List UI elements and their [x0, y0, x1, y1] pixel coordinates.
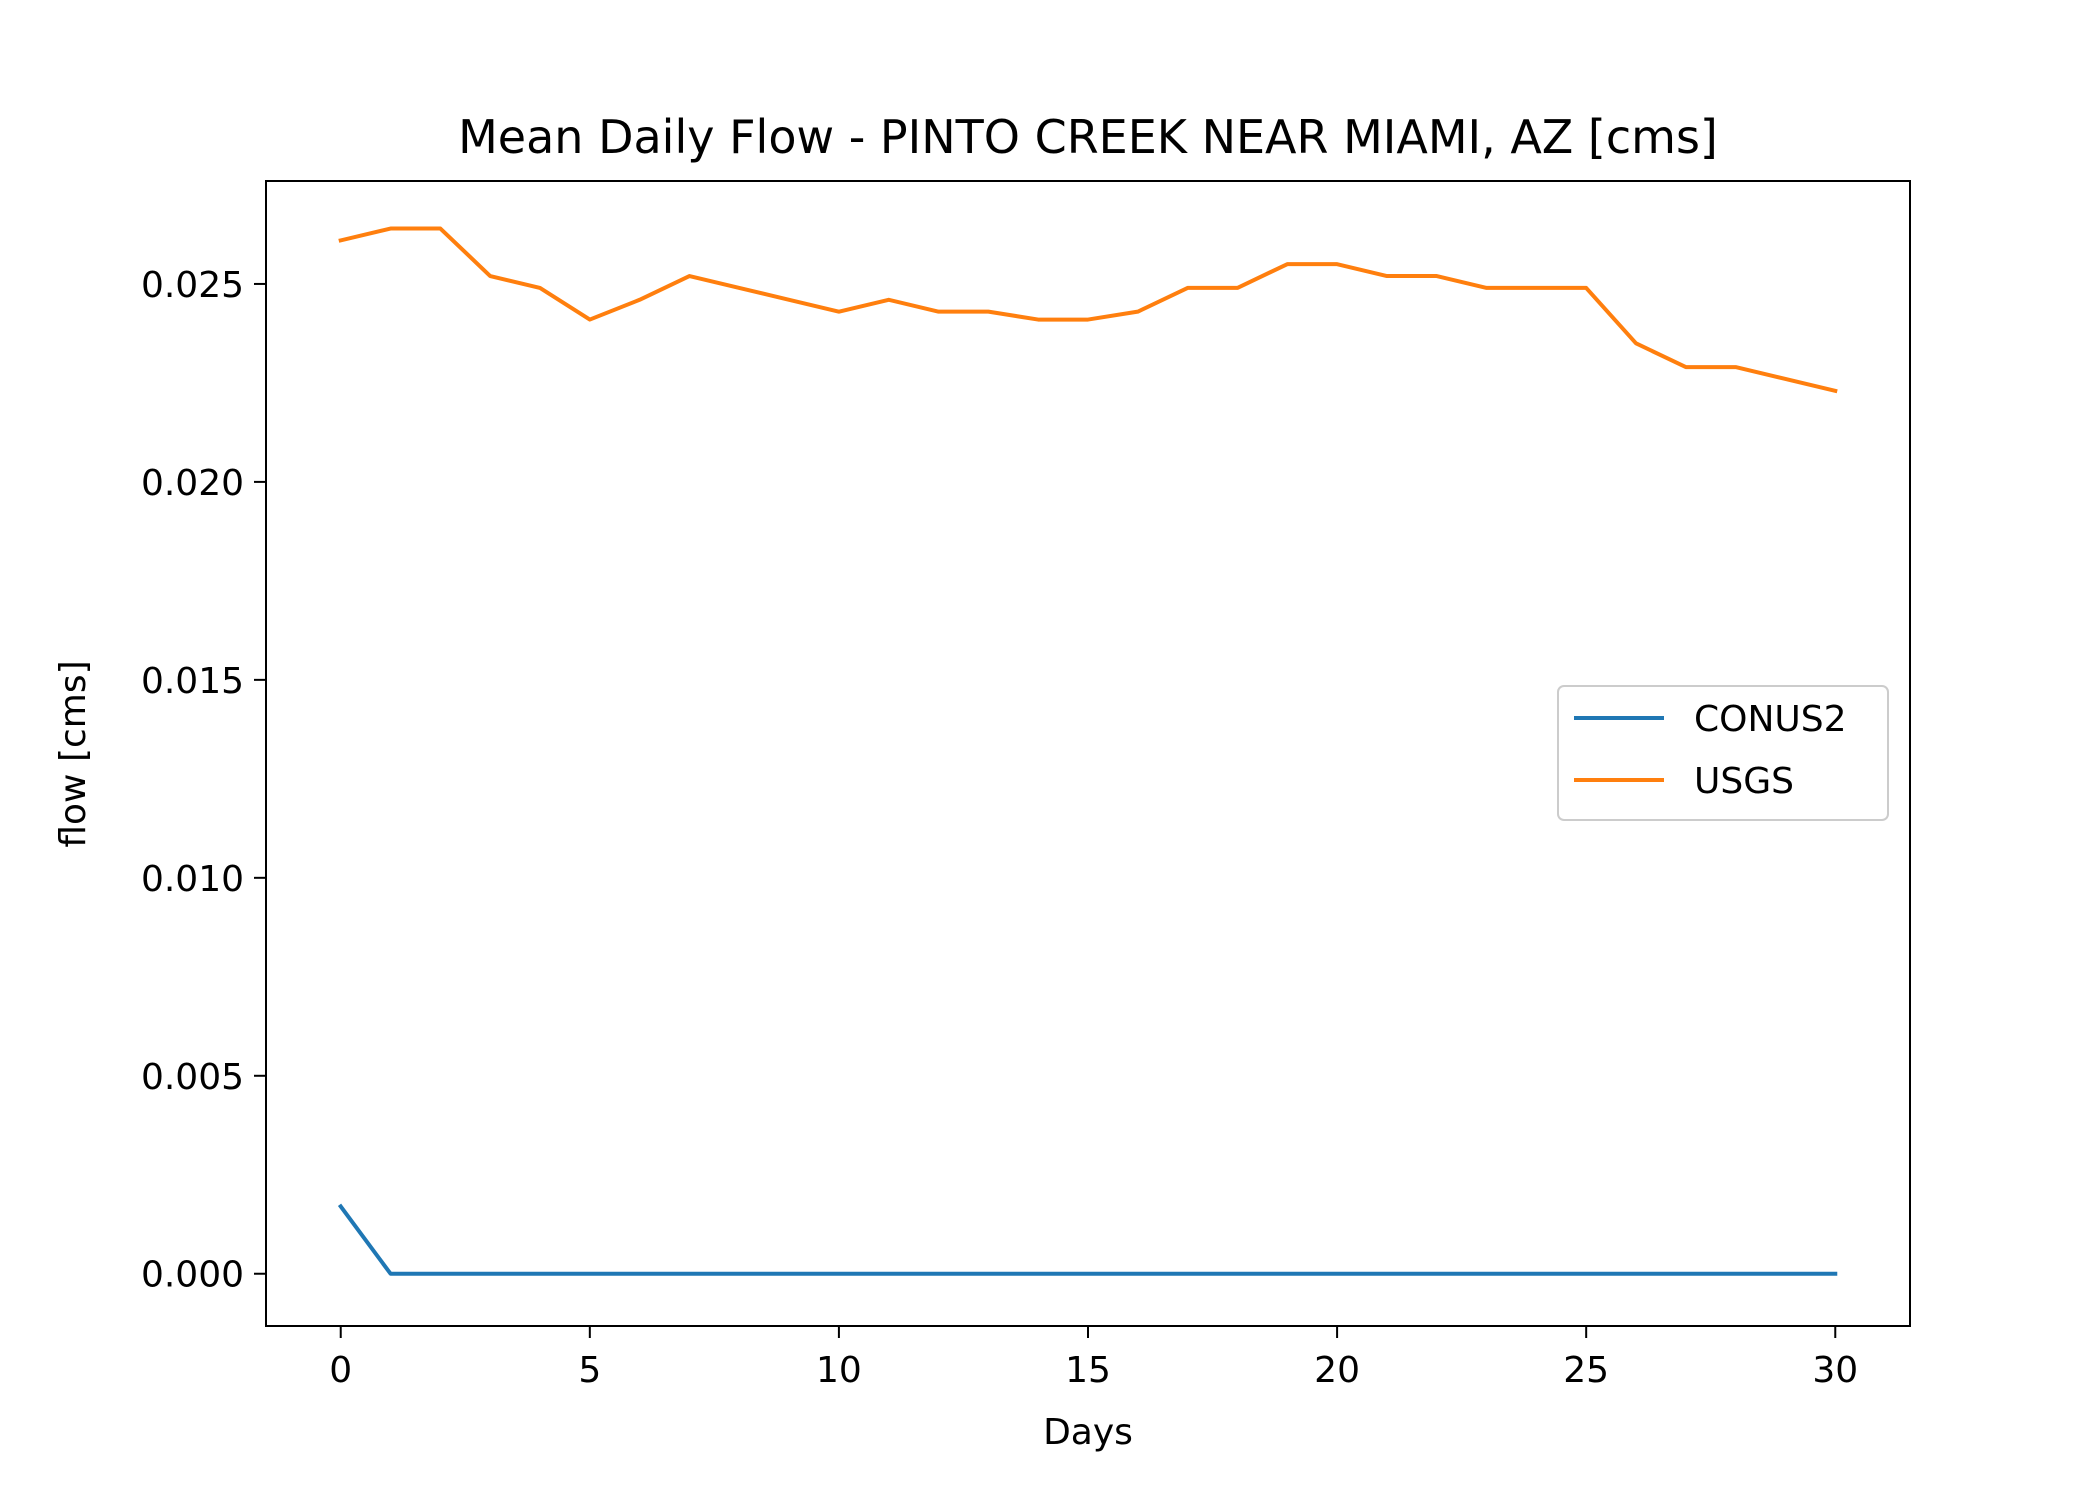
x-tick-label: 5 — [578, 1350, 601, 1391]
series-line-usgs — [338, 226, 1838, 394]
x-tick-label: 25 — [1563, 1350, 1609, 1391]
series-layer — [337, 226, 1838, 1276]
y-tick-label: 0.010 — [141, 859, 244, 900]
x-tick-label: 10 — [816, 1350, 862, 1391]
y-axis-ticks: 0.000 0.005 0.010 0.015 0.020 0.025 — [141, 265, 266, 1296]
x-tick-label: 0 — [329, 1350, 352, 1391]
x-tick-label: 30 — [1812, 1350, 1858, 1391]
x-axis-ticks: 0 5 10 15 20 25 30 — [329, 1326, 1858, 1391]
legend-label-conus2: CONUS2 — [1694, 699, 1847, 740]
y-tick-label: 0.020 — [141, 463, 244, 504]
y-tick-label: 0.005 — [141, 1057, 244, 1098]
chart-title: Mean Daily Flow - PINTO CREEK NEAR MIAMI… — [458, 110, 1718, 164]
legend-label-usgs: USGS — [1694, 761, 1794, 802]
x-tick-label: 15 — [1065, 1350, 1111, 1391]
x-tick-label: 20 — [1314, 1350, 1360, 1391]
y-axis-label: flow [cms] — [53, 660, 94, 847]
series-line-conus2 — [337, 1203, 1838, 1276]
legend: CONUS2 USGS — [1557, 685, 1889, 821]
y-tick-label: 0.025 — [141, 265, 244, 306]
y-tick-label: 0.000 — [141, 1255, 244, 1296]
y-tick-label: 0.015 — [141, 661, 244, 702]
x-axis-label: Days — [1043, 1412, 1133, 1453]
